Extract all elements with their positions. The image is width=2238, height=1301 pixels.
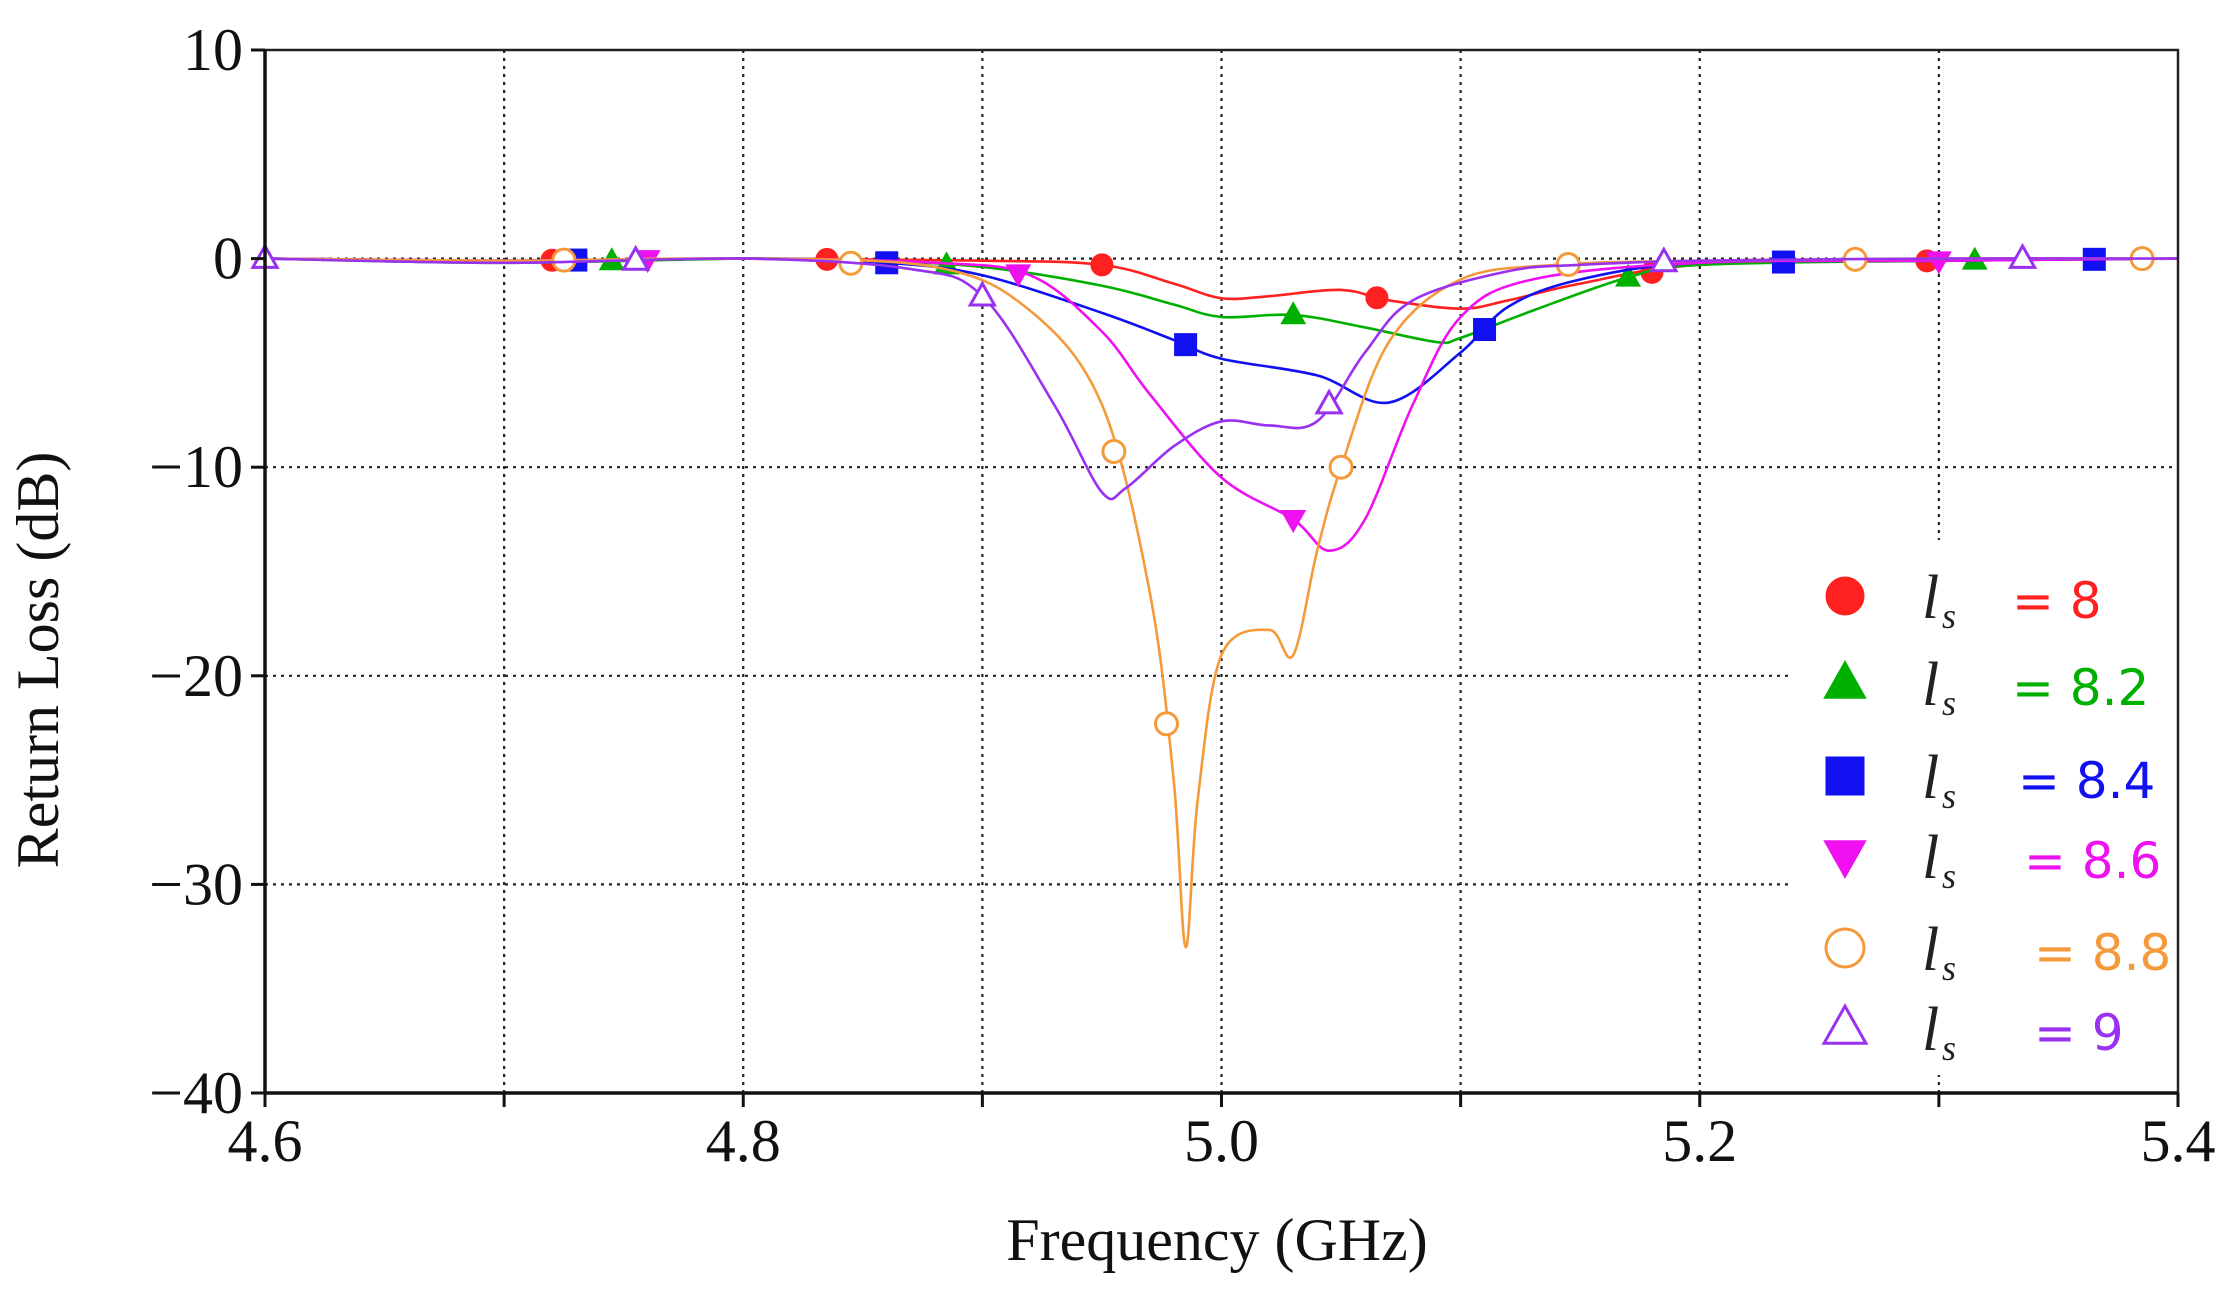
data-point <box>1649 246 1679 273</box>
legend-marker <box>1825 576 1865 616</box>
legend-subscript: s <box>1942 948 1956 988</box>
data-point <box>1174 333 1198 357</box>
legend-label: = 9 <box>2034 1004 2124 1062</box>
data-point <box>1314 388 1344 415</box>
legend-label: = 8.8 <box>2034 924 2171 982</box>
x-tick-label: 5.2 <box>1662 1108 1737 1174</box>
data-point <box>1005 264 1032 288</box>
tick-labels: 4.6 4.8 5.0 5.2 5.4 −40 −30 −20 −10 0 10 <box>149 17 2215 1174</box>
data-point <box>1473 318 1497 342</box>
legend-subscript: s <box>1942 1028 1956 1068</box>
legend-label: = 8.2 <box>2012 659 2149 717</box>
legend-label: = 8.4 <box>2018 752 2155 810</box>
data-point <box>1280 301 1307 325</box>
data-point <box>1090 253 1114 277</box>
y-tick-label: 0 <box>213 226 243 292</box>
x-axis-label: Frequency (GHz) <box>1006 1207 1428 1273</box>
data-point <box>967 280 998 307</box>
y-axis-label: Return Loss (dB) <box>5 452 71 869</box>
legend-entry: l s = 8.8 <box>1824 916 2171 988</box>
y-tick-label: −20 <box>149 643 243 709</box>
data-point <box>551 247 577 273</box>
legend-marker <box>1825 756 1865 796</box>
data-point <box>1365 286 1389 310</box>
data-point <box>1154 711 1180 737</box>
legend-marker <box>1823 660 1867 699</box>
x-tick-label: 4.8 <box>706 1108 781 1174</box>
axes <box>251 48 2180 1107</box>
legend-marker <box>1821 1003 1869 1045</box>
x-tick-label: 5.0 <box>1184 1108 1259 1174</box>
data-point <box>2007 242 2038 269</box>
legend-symbol: l <box>1922 996 1939 1064</box>
y-tick-label: 10 <box>183 17 243 83</box>
data-point <box>620 244 651 271</box>
legend-symbol: l <box>1922 651 1939 719</box>
legend-symbol: l <box>1922 824 1939 892</box>
x-tick-label: 4.6 <box>228 1108 303 1174</box>
legend-subscript: s <box>1942 596 1956 636</box>
legend-entry: l s = 8.6 <box>1823 824 2161 896</box>
legend-marker <box>1823 840 1867 879</box>
legend-subscript: s <box>1942 683 1956 723</box>
data-point <box>1925 251 1952 275</box>
legend-subscript: s <box>1942 856 1956 896</box>
legend-label: = 8.6 <box>2024 832 2161 890</box>
legend-subscript: s <box>1942 776 1956 816</box>
data-point <box>1615 263 1641 287</box>
legend-entry: l s = 8.4 <box>1825 744 2155 816</box>
series-4 <box>264 250 2179 552</box>
legend: l s = 8l s = 8.2l s = 8.4l s = 8.6l s = 8.8l s = 9 <box>1790 540 2175 1075</box>
legend-label: = 8 <box>2012 572 2102 630</box>
legend-background <box>1790 540 2175 1075</box>
legend-entry: l s = 8 <box>1825 564 2102 636</box>
series-layer <box>250 242 2179 949</box>
legend-symbol: l <box>1922 916 1939 984</box>
legend-entry: l s = 9 <box>1821 996 2124 1068</box>
data-point <box>1328 454 1354 480</box>
legend-entry: l s = 8.2 <box>1823 651 2149 723</box>
legend-symbol: l <box>1922 564 1939 632</box>
data-point <box>1101 439 1127 465</box>
series-6 <box>250 242 2179 501</box>
data-point <box>1280 510 1307 534</box>
y-tick-label: −40 <box>149 1060 243 1126</box>
y-tick-label: −10 <box>149 434 243 500</box>
legend-symbol: l <box>1922 744 1939 812</box>
legend-marker <box>1824 927 1866 969</box>
x-tick-label: 5.4 <box>2141 1108 2216 1174</box>
y-tick-label: −30 <box>149 851 243 917</box>
